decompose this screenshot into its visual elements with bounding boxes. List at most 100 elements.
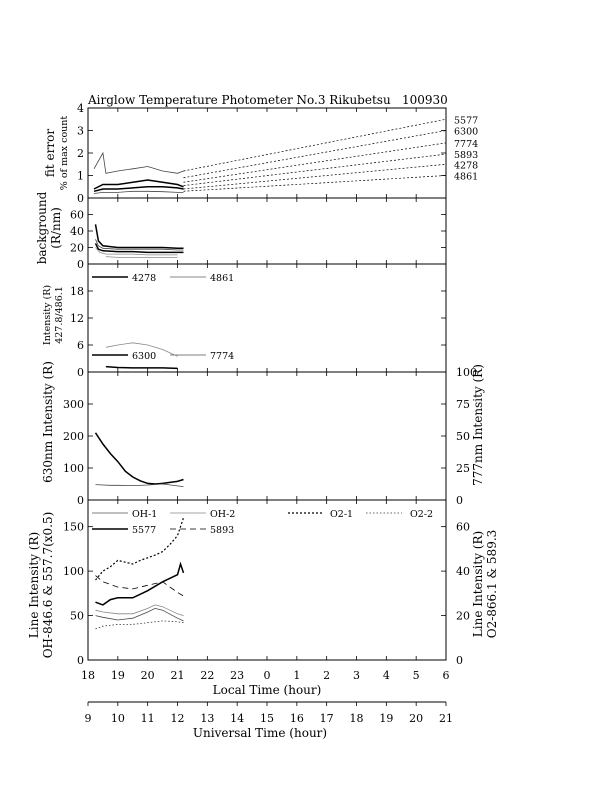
fit-extrapolation-4 <box>183 163 447 190</box>
xtick-label-local-2: 2 <box>323 669 330 682</box>
series-fit_error-3 <box>93 190 184 194</box>
xtick-label-local-18: 18 <box>81 669 95 682</box>
series-background-3 <box>95 247 178 256</box>
xtick-label-ut-12: 12 <box>171 712 185 725</box>
panel-frame-background <box>87 197 447 265</box>
series-line_intensity-5577 <box>95 561 185 606</box>
xtick-label-ut-13: 13 <box>200 712 214 725</box>
xtick-label-local-5: 5 <box>413 669 420 682</box>
ylabel-line-intensity-oh: OH-846.6 & 557.7(x0.5) <box>41 512 55 659</box>
xtick-label-local-20: 20 <box>141 669 155 682</box>
ytick-right-label-red_lines-1: 25 <box>456 462 470 475</box>
series-red_lines-6300 <box>94 432 184 485</box>
xtick-label-local-0: 0 <box>264 669 271 682</box>
series-background-0 <box>94 224 184 250</box>
legend-label-4278: 4278 <box>132 273 156 284</box>
ytick-label-fit_error-0: 0 <box>77 192 84 205</box>
legend-label-oh2: OH-2 <box>210 509 235 520</box>
series-blue_lines-4278 <box>105 365 178 370</box>
legend-label-o2-2: O2-2 <box>410 509 433 520</box>
ytick-label-fit_error-3: 3 <box>77 125 84 138</box>
ytick-label-red_lines-0: 0 <box>77 494 84 507</box>
fit-extrapolation-2 <box>183 142 447 183</box>
ytick-label-line_intensity-1: 50 <box>70 610 84 623</box>
xlabel-local-time: Local Time (hour) <box>213 683 322 697</box>
fit-label-6300: 6300 <box>454 127 478 138</box>
ylabel-blue-wavelength: 427.8/486.1 <box>54 286 65 344</box>
xtick-label-ut-20: 20 <box>409 712 423 725</box>
ytick-label-fit_error-1: 1 <box>77 170 84 183</box>
legend-label-7774: 7774 <box>210 351 234 362</box>
xtick-label-ut-18: 18 <box>350 712 364 725</box>
fit-label-4861: 4861 <box>454 172 478 183</box>
fit-label-5893: 5893 <box>454 150 478 161</box>
chart-title: Airglow Temperature Photometer No.3 Riku… <box>87 93 391 107</box>
fit-label-4278: 4278 <box>454 160 478 171</box>
ytick-label-background-3: 60 <box>70 209 84 222</box>
xtick-label-ut-17: 17 <box>320 712 334 725</box>
ylabel-right-o2: O2-866.1 & 589.3 <box>485 530 499 639</box>
series-background-4 <box>105 256 178 258</box>
ylabel-777nm: 777nm Intensity (R) <box>471 364 485 486</box>
xtick-label-local-23: 23 <box>230 669 244 682</box>
fit-label-7774: 7774 <box>454 139 478 150</box>
xtick-label-ut-10: 10 <box>111 712 125 725</box>
ytick-label-fit_error-2: 2 <box>77 147 84 160</box>
ytick-label-background-1: 20 <box>70 242 84 255</box>
series-fit_error-1 <box>93 179 184 190</box>
ylabel-630nm: 630nm Intensity (R) <box>41 361 55 483</box>
xtick-label-local-21: 21 <box>171 669 185 682</box>
ytick-label-line_intensity-3: 150 <box>63 521 84 534</box>
legend-label-5893: 5893 <box>210 525 234 536</box>
ytick-label-red_lines-1: 100 <box>63 462 84 475</box>
ytick-label-line_intensity-0: 0 <box>77 654 84 667</box>
ytick-label-red_lines-2: 200 <box>63 430 84 443</box>
ylabel-line-intensity: Line Intensity (R) <box>27 532 41 638</box>
xtick-label-ut-9: 9 <box>85 712 92 725</box>
ytick-right-label-line_intensity-2: 40 <box>456 565 470 578</box>
fit-extrapolation-1 <box>183 130 447 179</box>
fit-extrapolation-0 <box>183 118 447 172</box>
ytick-label-blue_lines-0: 0 <box>77 366 84 379</box>
series-line_intensity-5893 <box>95 575 184 597</box>
series-blue_lines-4861 <box>105 342 178 357</box>
xtick-label-local-1: 1 <box>293 669 300 682</box>
series-red_lines-7774 <box>95 483 184 487</box>
ytick-right-label-red_lines-0: 0 <box>456 494 463 507</box>
xtick-label-local-22: 22 <box>200 669 214 682</box>
series-fit_error-0 <box>93 151 184 174</box>
series-background-1 <box>95 239 184 251</box>
ytick-label-blue_lines-3: 18 <box>70 285 84 298</box>
ytick-right-label-line_intensity-1: 20 <box>456 610 470 623</box>
ylabel-fit-error: fit error <box>43 129 57 177</box>
xtick-label-ut-11: 11 <box>141 712 155 725</box>
legend-label-oh1: OH-1 <box>132 509 157 520</box>
series-line_intensity-o2-1 <box>95 517 185 581</box>
ytick-right-label-red_lines-3: 75 <box>456 398 470 411</box>
series-line_intensity-oh-1 <box>95 607 184 622</box>
xtick-label-local-3: 3 <box>353 669 360 682</box>
series-line_intensity-o2-2 <box>95 620 184 630</box>
panel-frame-fit-error <box>87 107 447 199</box>
panel-frame-line-intensity <box>87 499 447 661</box>
ytick-label-line_intensity-2: 100 <box>63 565 84 578</box>
ytick-label-background-2: 40 <box>70 225 84 238</box>
ylabel-background-unit: (R/nm) <box>49 207 63 249</box>
xtick-label-local-6: 6 <box>443 669 450 682</box>
xtick-label-local-4: 4 <box>383 669 390 682</box>
xtick-label-ut-15: 15 <box>260 712 274 725</box>
xlabel-universal-time: Universal Time (hour) <box>193 726 327 740</box>
fit-extrapolation-5 <box>183 175 447 192</box>
legend-label-6300: 6300 <box>132 351 156 362</box>
chart-date: 100930 <box>402 93 448 107</box>
ytick-label-fit_error-4: 4 <box>77 102 84 115</box>
xtick-label-ut-19: 19 <box>379 712 393 725</box>
ytick-right-label-red_lines-4: 100 <box>456 366 477 379</box>
ytick-label-red_lines-3: 300 <box>63 398 84 411</box>
ylabel-background: background <box>35 191 49 264</box>
xtick-label-local-19: 19 <box>111 669 125 682</box>
legend-label-o2-1: O2-1 <box>330 509 353 520</box>
xtick-label-ut-14: 14 <box>230 712 244 725</box>
ytick-right-label-line_intensity-0: 0 <box>456 654 463 667</box>
